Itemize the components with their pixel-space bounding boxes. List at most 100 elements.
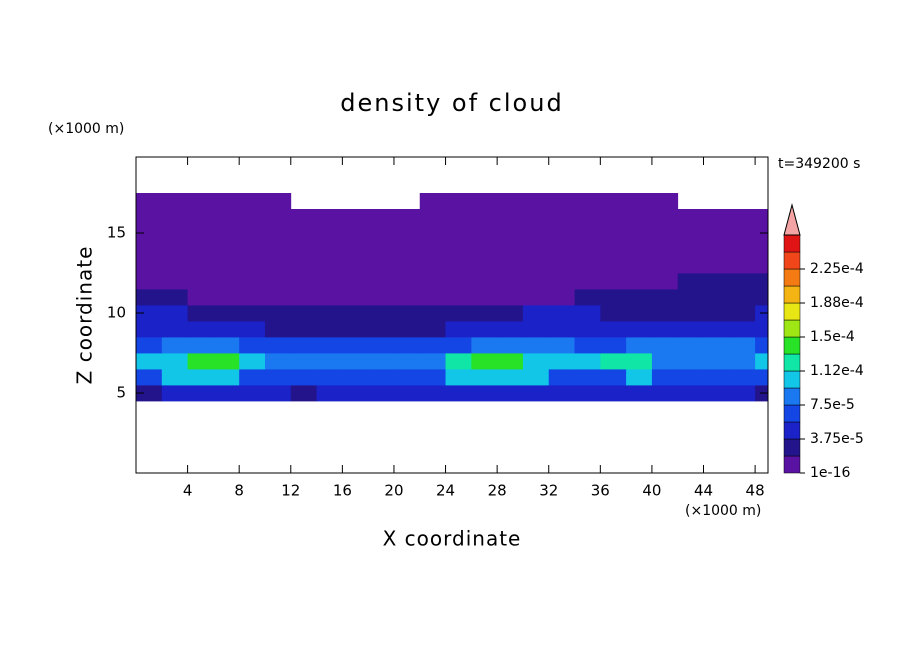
contour-cell [497,385,524,402]
contour-cell [497,225,524,242]
contour-cell [729,305,756,322]
contour-cell [497,369,524,386]
contour-cell [445,353,472,370]
contour-cell [316,289,343,306]
contour-cell [239,209,266,226]
x-tick-label: 32 [539,482,558,500]
contour-cell [419,321,446,338]
contour-cell [677,369,704,386]
contour-cell [471,257,498,274]
colorbar-tick-label: 2.25e-4 [810,261,864,277]
contour-cell [445,257,472,274]
contour-cell [445,225,472,242]
contour-cell [213,273,240,290]
contour-cell [755,209,768,226]
contour-cell [368,337,395,354]
contour-cell [600,257,627,274]
contour-cell [419,241,446,258]
contour-cell [239,241,266,258]
contour-cell [626,209,653,226]
contour-cell [445,385,472,402]
colorbar-band [783,251,801,270]
contour-cell [574,321,601,338]
contour-cell [522,369,550,386]
x-tick-label: 44 [694,482,713,500]
contour-cell [239,353,266,370]
colorbar-band [783,370,801,389]
contour-cell [703,209,730,226]
contour-cell [316,321,343,338]
contour-cell [213,289,240,306]
contour-cell [471,337,498,354]
contour-cell [419,273,446,290]
contour-cell [522,385,550,402]
contour-cell [677,321,704,338]
contour-cell [548,241,575,258]
contour-cell [651,193,679,210]
contour-cell [497,273,524,290]
y-axis-title: Z coordinate [73,246,97,385]
contour-cell [187,257,214,274]
contour-cell [342,241,369,258]
contour-cell [342,337,369,354]
contour-cell [522,225,550,242]
contour-cell [239,193,266,210]
contour-cell [342,257,369,274]
contour-cell [213,353,240,370]
contour-cell [290,209,317,226]
contour-cell [136,193,163,210]
contour-cell [626,193,653,210]
contour-cell [600,273,627,290]
contour-cell [187,289,214,306]
contour-cell [574,241,601,258]
contour-cell [393,337,421,354]
contour-cell [471,385,498,402]
contour-cell [445,193,472,210]
contour-cell [368,369,395,386]
contour-cell [290,337,317,354]
contour-cell [703,289,730,306]
contour-cell [600,321,627,338]
time-label: t=349200 s [778,156,860,172]
contour-cell [290,353,317,370]
contour-cell [136,321,163,338]
contour-cell [316,305,343,322]
contour-cell [471,321,498,338]
contour-cell [264,209,292,226]
contour-cell [393,241,421,258]
contour-cell [755,241,768,258]
contour-cell [471,225,498,242]
contour-cell [419,305,446,322]
contour-cell [368,353,395,370]
contour-cell [522,353,550,370]
x-tick-label: 20 [384,482,403,500]
contour-cell [522,305,550,322]
contour-cell [600,193,627,210]
contour-cell [342,369,369,386]
contour-cell [264,241,292,258]
colorbar-tick-label: 7.5e-5 [810,397,855,413]
x-tick-label: 24 [436,482,455,500]
contour-cell [187,241,214,258]
contour-cell [651,273,679,290]
contour-cell [316,353,343,370]
contour-cell [497,321,524,338]
contour-cell [419,193,446,210]
contour-cell [471,193,498,210]
contour-cell [239,225,266,242]
contour-cell [316,257,343,274]
contour-cell [393,289,421,306]
contour-cell [729,289,756,306]
contour-cell [522,241,550,258]
contour-cell [548,353,575,370]
contour-cell [239,369,266,386]
contour-cell [755,353,768,370]
contour-cell [419,257,446,274]
x-tick-label: 28 [488,482,507,500]
contour-cell [574,337,601,354]
contour-cell [213,225,240,242]
contour-cell [445,289,472,306]
contour-cell [677,225,704,242]
contour-cell [548,225,575,242]
